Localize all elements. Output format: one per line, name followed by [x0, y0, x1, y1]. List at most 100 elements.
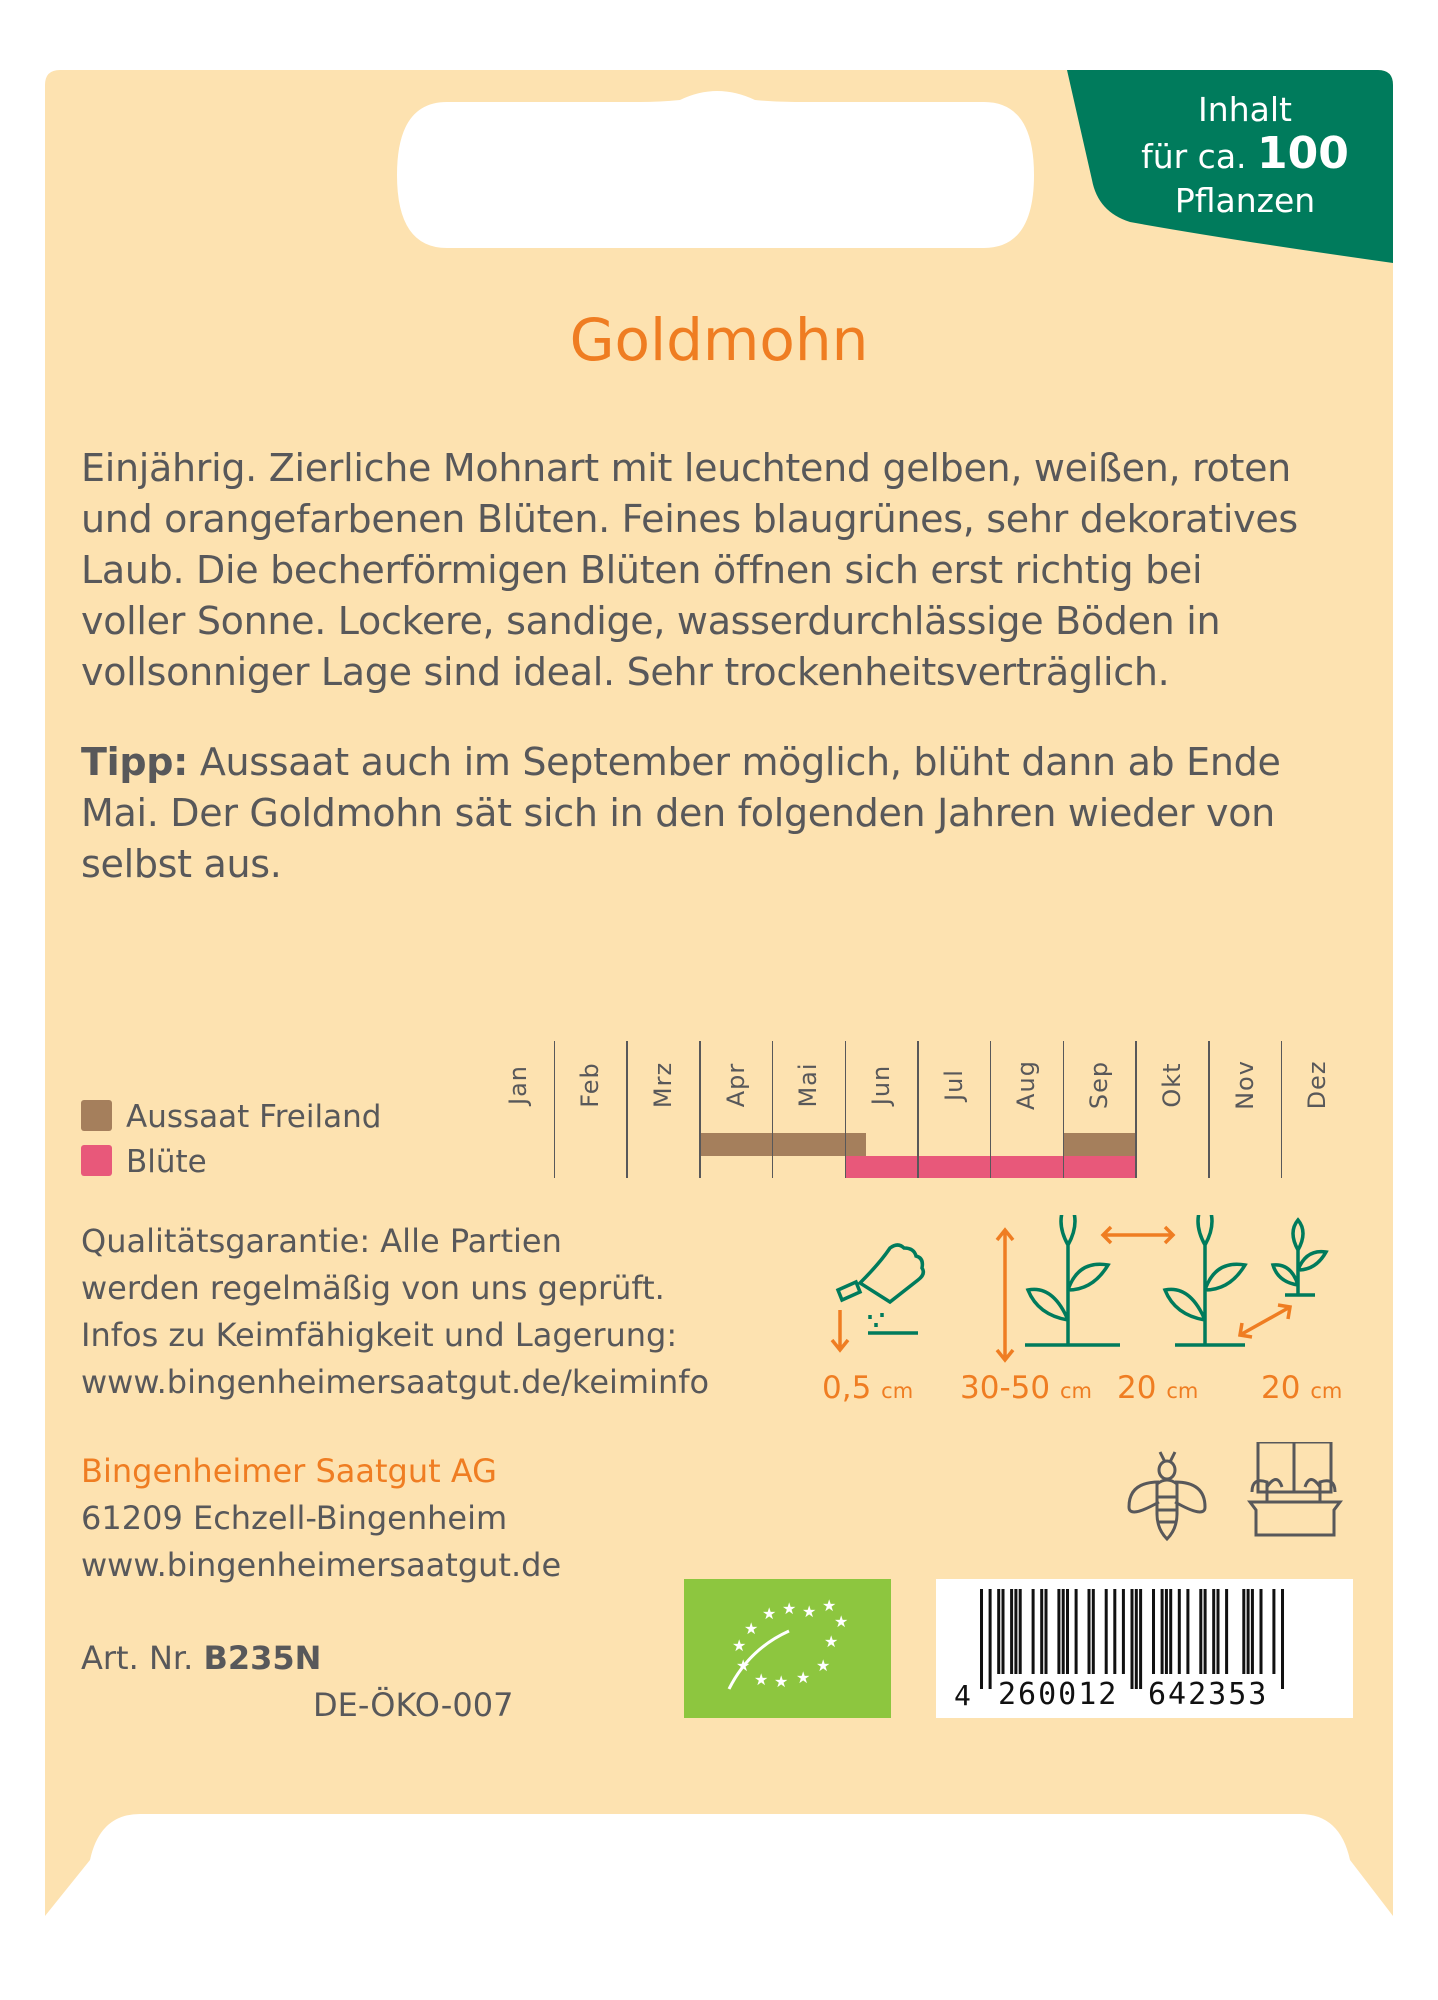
month-sep: Sep: [1063, 1045, 1136, 1125]
eu-star: ★: [816, 1656, 830, 1675]
month-divider: [1280, 1041, 1283, 1178]
description-line: und orangefarbenen Blüten. Feines blaugr…: [81, 497, 1298, 541]
dimension-plant-spacing: 20 cm: [1261, 1370, 1342, 1406]
article-label: Art. Nr.: [81, 1639, 194, 1677]
hang-hole: [397, 91, 1034, 248]
month-label: Dez: [1303, 1060, 1332, 1110]
legend-label: Blüte: [126, 1144, 207, 1180]
legend-bloom: Blüte: [81, 1142, 207, 1182]
dimension-unit: cm: [1059, 1379, 1092, 1403]
barcode-bar: [1014, 1589, 1018, 1674]
eu-star: ★: [782, 1599, 796, 1618]
barcode-bar: [1040, 1589, 1044, 1674]
barcode-bar: [1152, 1589, 1156, 1674]
organic-control-code: DE-ÖKO-007: [313, 1686, 514, 1724]
dimension-height: 30-50 cm: [960, 1370, 1092, 1406]
barcode-bar: [1121, 1589, 1125, 1674]
barcode-bar: [1074, 1589, 1078, 1674]
barcode-bar: [1061, 1589, 1065, 1674]
month-jul: Jul: [917, 1045, 990, 1125]
month-jan: Jan: [481, 1045, 554, 1125]
barcode-digit: 4: [954, 1679, 971, 1712]
barcode-bar: [1212, 1589, 1216, 1674]
barcode-bar: [1087, 1589, 1091, 1674]
eu-star: ★: [762, 1604, 776, 1623]
month-jun: Jun: [845, 1045, 918, 1125]
barcode-bar: [1018, 1589, 1022, 1674]
description-line: voller Sonne. Lockere, sandige, wasserdu…: [81, 599, 1221, 643]
plant-height-icon: [995, 1215, 1120, 1363]
keiminfo-link[interactable]: www.bingenheimersaatgut.de/keiminfo: [81, 1363, 710, 1401]
month-divider: [626, 1041, 628, 1178]
dimension-row-spacing: 20 cm: [1117, 1370, 1198, 1406]
barcode-digits-left: 260012: [998, 1677, 1119, 1712]
sowing-bar: [699, 1133, 867, 1156]
tip: Tipp: Aussaat auch im September möglich,…: [81, 737, 1281, 890]
eu-star: ★: [754, 1670, 768, 1689]
quality-text: Qualitätsgarantie: Alle Partien werden r…: [81, 1218, 709, 1406]
barcode-bar: [1225, 1589, 1229, 1674]
barcode-bar: [1203, 1589, 1207, 1674]
company-name: Bingenheimer Saatgut AG: [81, 1452, 497, 1490]
barcode-bar: [1169, 1589, 1173, 1674]
month-label: Jan: [503, 1065, 532, 1105]
plant-count: 100: [1257, 128, 1349, 179]
barcode-bar: [1186, 1589, 1190, 1674]
month-divider: [917, 1041, 919, 1178]
barcode-bar: [1246, 1589, 1250, 1674]
month-divider: [771, 1041, 774, 1178]
month-divider: [1208, 1041, 1210, 1178]
barcode-bar: [1250, 1589, 1254, 1674]
barcode-bar: [1001, 1589, 1005, 1674]
dimension-icons: [830, 1215, 1329, 1363]
month-label: Jun: [867, 1064, 895, 1106]
dimension-value: 20: [1261, 1370, 1301, 1406]
barcode-bar: [1130, 1589, 1134, 1689]
barcode-bar: [1031, 1589, 1035, 1674]
month-divider: [844, 1041, 846, 1178]
eu-star: ★: [834, 1612, 848, 1631]
quality-line: werden regelmäßig von uns geprüft.: [81, 1269, 665, 1307]
month-mai: Mai: [772, 1045, 845, 1125]
eu-star: ★: [774, 1672, 788, 1691]
month-label: Sep: [1085, 1060, 1114, 1110]
dimension-value: 0,5: [822, 1370, 872, 1406]
dimension-value: 30-50: [960, 1370, 1051, 1406]
eu-star: ★: [732, 1636, 746, 1655]
month-nov: Nov: [1208, 1045, 1281, 1125]
barcode-bar: [1044, 1589, 1048, 1674]
company-website-link[interactable]: www.bingenheimersaatgut.de: [81, 1546, 562, 1584]
sowing-bar: [1062, 1133, 1136, 1156]
dimension-unit: cm: [1310, 1379, 1343, 1403]
tip-line: Mai. Der Goldmohn sät sich in den folgen…: [81, 791, 1275, 835]
barcode-bar: [1091, 1589, 1095, 1674]
barcode-bar: [1104, 1589, 1108, 1674]
legend-label: Aussaat Freiland: [126, 1099, 382, 1135]
row-spacing-icon: [1100, 1215, 1248, 1347]
month-label: Aug: [1012, 1060, 1041, 1110]
barcode-bar: [1164, 1589, 1168, 1674]
dimension-unit: cm: [1166, 1379, 1199, 1403]
badge-line1: Inhalt: [1198, 90, 1292, 129]
barcode-digits-right: 642353: [1148, 1677, 1269, 1712]
month-label: Nov: [1230, 1060, 1259, 1110]
eu-organic-logo: ★★ ★ ★ ★★★★★★★★★: [684, 1579, 891, 1718]
month-divider: [1062, 1041, 1065, 1178]
bee-icon: [1127, 1451, 1207, 1542]
month-feb: Feb: [554, 1045, 627, 1125]
barcode-bar: [997, 1589, 1001, 1674]
month-divider: [1135, 1041, 1137, 1178]
description: Einjährig. Zierliche Mohnart mit leuchte…: [81, 443, 1298, 698]
tip-line: selbst aus.: [81, 842, 282, 886]
month-divider: [553, 1041, 556, 1178]
barcode: 4 260012 642353: [936, 1579, 1353, 1718]
month-label: Mai: [794, 1062, 823, 1108]
barcode-bar: [1259, 1589, 1263, 1674]
legend-swatch: [81, 1100, 112, 1131]
eu-star: ★: [796, 1668, 810, 1687]
content-badge: Inhalt für ca. 100 Pflanzen: [1110, 88, 1380, 223]
month-label: Feb: [576, 1062, 605, 1108]
month-label: Apr: [721, 1062, 750, 1108]
tip-label: Tipp:: [81, 740, 189, 784]
